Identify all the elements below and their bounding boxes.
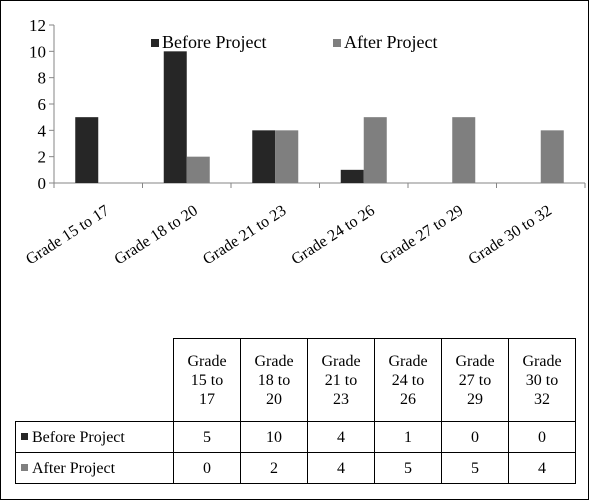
table-header-text: Grade — [388, 352, 428, 370]
table-header-cell: Grade 21 to 23 — [307, 338, 375, 422]
table-value-cell: 5 — [374, 452, 442, 484]
legend-key-icon — [21, 432, 28, 440]
y-tick-label: 4 — [38, 121, 47, 140]
x-category-label: Grade 30 to 32 — [466, 202, 555, 268]
table-header-text: 32 — [534, 390, 550, 408]
table-header-cell: Grade 27 to 29 — [441, 338, 509, 422]
legend-label-after-project: After Project — [344, 32, 437, 52]
bar-before-project — [340, 169, 364, 183]
legend-label-before-project: Before Project — [162, 32, 266, 52]
table-value-cell: 0 — [173, 452, 241, 484]
series-label: Before Project — [32, 428, 125, 446]
x-category-label: Grade 27 to 29 — [377, 202, 466, 268]
table-header-row: Grade 15 to 17 Grade 18 to 20 Grade 21 to 23 Grad… — [15, 338, 576, 422]
legend-swatch-after-project — [333, 39, 341, 47]
table-header-text: 21 to — [324, 371, 358, 389]
table-value-cell: 1 — [374, 421, 442, 453]
x-category-label: Grade 18 to 20 — [112, 202, 201, 268]
table-header-text: 17 — [199, 390, 215, 408]
table-value-cell: 5 — [173, 421, 241, 453]
table-series-name: After Project — [15, 452, 174, 484]
table-row: After Project 0 2 4 5 5 4 — [15, 452, 576, 484]
table-header-text: 15 to — [190, 371, 224, 389]
table-header-cell: Grade 15 to 17 — [173, 338, 241, 422]
table-header-text: Grade — [455, 352, 495, 370]
series-label: After Project — [32, 459, 116, 477]
table-header-text: Grade — [522, 352, 562, 370]
y-tick-label: 2 — [38, 148, 47, 167]
bar-after-project — [275, 130, 299, 183]
bar-after-project — [540, 130, 564, 183]
bar-before-project — [252, 130, 276, 183]
table-header-text: 18 to — [257, 371, 291, 389]
bar-before-project — [75, 117, 99, 183]
table-row: Before Project 5 10 4 1 0 0 — [15, 421, 576, 453]
table-header-text: Grade — [187, 352, 227, 370]
x-category-label: Grade 24 to 26 — [289, 202, 378, 268]
bar-after-project — [363, 117, 387, 183]
table-header-cell: Grade 24 to 26 — [374, 338, 442, 422]
table-header-cell: Grade 30 to 32 — [508, 338, 576, 422]
table-header-text: 20 — [266, 390, 282, 408]
table-header-text: Grade — [254, 352, 294, 370]
y-tick-label: 8 — [38, 69, 47, 88]
x-category-label: Grade 15 to 17 — [23, 202, 112, 268]
table-value-cell: 0 — [508, 421, 576, 453]
table-header-text: 23 — [333, 390, 349, 408]
y-tick-label: 0 — [38, 174, 47, 193]
table-value-cell: 5 — [441, 452, 509, 484]
legend-key-icon — [21, 463, 28, 471]
x-category-label: Grade 21 to 23 — [200, 202, 289, 268]
y-tick-label: 10 — [29, 42, 46, 61]
table-value-cell: 4 — [508, 452, 576, 484]
bar-after-project — [186, 156, 210, 183]
table-header-text: 29 — [467, 390, 483, 408]
table-value-cell: 10 — [240, 421, 308, 453]
legend-swatch-before-project — [151, 39, 159, 47]
bar-after-project — [452, 117, 476, 183]
table-header-text: 30 to — [525, 371, 559, 389]
table-corner-cell — [15, 338, 174, 422]
table-header-text: 26 — [400, 390, 416, 408]
y-tick-label: 6 — [38, 95, 47, 114]
table-value-cell: 4 — [307, 421, 375, 453]
table-value-cell: 2 — [240, 452, 308, 484]
bar-before-project — [163, 51, 187, 184]
data-table: Grade 15 to 17 Grade 18 to 20 Grade 21 to 23 Grad… — [15, 338, 576, 484]
table-header-text: 27 to — [458, 371, 492, 389]
table-header-text: 24 to — [391, 371, 425, 389]
table-value-cell: 4 — [307, 452, 375, 484]
table-value-cell: 0 — [441, 421, 509, 453]
table-series-name: Before Project — [15, 421, 174, 453]
table-header-text: Grade — [321, 352, 361, 370]
table-header-cell: Grade 18 to 20 — [240, 338, 308, 422]
y-tick-label: 12 — [29, 16, 46, 35]
